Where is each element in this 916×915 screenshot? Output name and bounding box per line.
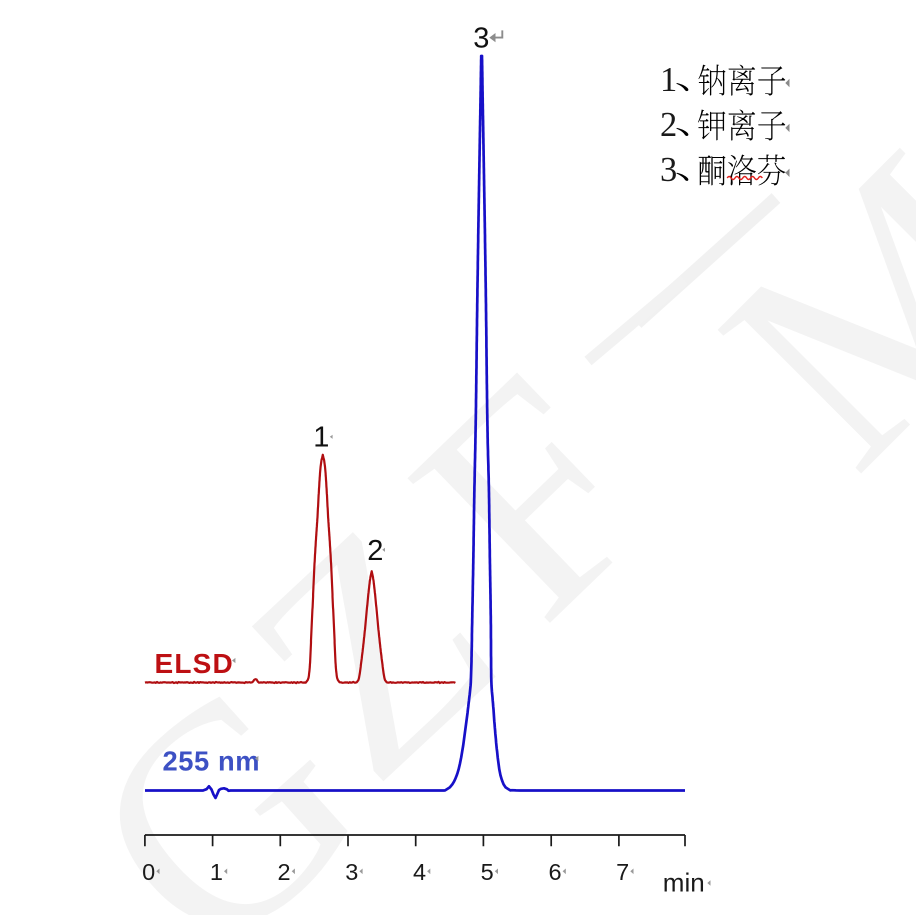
svg-text:2: 2 (367, 535, 383, 567)
svg-text:ELSD: ELSD (155, 648, 234, 679)
svg-text:min: min (663, 868, 705, 898)
svg-text:6: 6 (548, 859, 561, 885)
svg-text:2: 2 (660, 106, 677, 144)
svg-text:M: M (660, 90, 916, 527)
svg-text:7: 7 (616, 859, 629, 885)
svg-text:2: 2 (278, 859, 291, 885)
svg-text:3: 3 (473, 23, 489, 55)
svg-text:5: 5 (481, 859, 494, 885)
svg-text:1: 1 (313, 422, 329, 454)
svg-text:4: 4 (413, 859, 426, 885)
svg-text:1: 1 (210, 859, 223, 885)
svg-text:0: 0 (142, 859, 155, 885)
svg-text:255 nm: 255 nm (163, 745, 261, 776)
svg-text:3: 3 (345, 859, 358, 885)
svg-text:1: 1 (660, 61, 677, 99)
svg-text:3: 3 (660, 151, 677, 189)
